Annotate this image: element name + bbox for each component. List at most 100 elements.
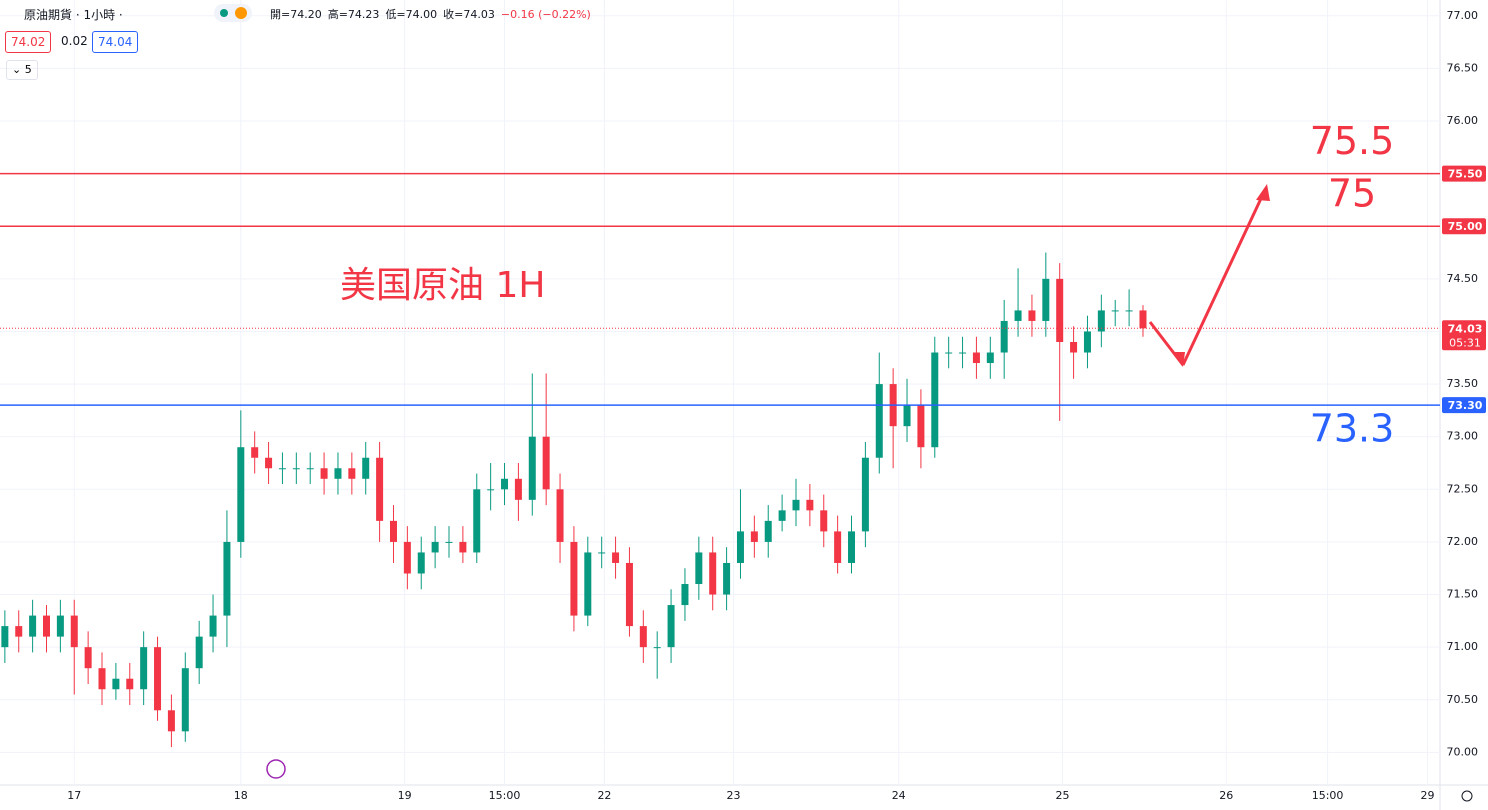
candle-body [612,552,620,563]
x-tick-label: 22 [597,789,611,802]
symbol-title[interactable]: 原油期貨 · 1小時 · [24,8,123,22]
candle-body [723,562,731,595]
candle-body [778,510,786,521]
candle-body [445,541,453,543]
candle-body [195,636,203,669]
candle-body [917,405,925,448]
candle-body [334,468,342,479]
candle-body [403,541,411,574]
candle-body [292,468,300,470]
bid-price[interactable]: 74.02 [5,31,52,53]
candle-body [736,531,744,563]
x-tick-label: 19 [398,789,412,802]
x-tick-label: 15:00 [1312,789,1344,802]
candle-body [1,626,9,648]
y-tick-label: 72.50 [1447,482,1479,495]
candle-body [625,562,633,627]
candle-body [1097,310,1105,332]
candle-body [126,678,134,690]
candle-body [1014,310,1022,321]
candle-body [265,457,273,469]
candle-body [1028,310,1036,321]
candle-body [681,584,689,606]
x-tick-label: 25 [1055,789,1069,802]
candle-body [1083,331,1091,353]
candle-body [278,468,286,470]
candle-body [861,457,869,532]
candle-body [806,499,814,511]
y-tick-label: 77.00 [1447,9,1479,22]
candle-body [945,352,953,354]
candle-body [42,615,50,637]
y-tick-label: 72.00 [1447,535,1479,548]
status-icons [214,4,252,22]
info-item: 低=74.00 [385,8,438,21]
info-item: 高=74.23 [327,8,380,21]
candle-body [639,626,647,648]
candle-body [750,531,758,542]
candle-body [167,710,175,732]
candle-body [1000,320,1008,353]
y-tick-label: 71.50 [1447,588,1479,601]
candle-body [834,531,842,563]
last-price-bg [1442,320,1486,351]
candle-body [848,531,856,563]
level-note: 75.5 [1310,119,1395,163]
level-note: 73.3 [1310,407,1395,451]
candle-body [542,436,550,490]
ask-price[interactable]: 74.04 [92,31,139,53]
candle-body [528,436,536,500]
annotation: 美国原油 1H [340,265,546,306]
price-label-bg [1442,397,1486,414]
candle-body [653,647,661,649]
candle-body [70,615,78,648]
info-item: −0.16 (−0.22%) [500,8,591,21]
candle-body [903,405,911,427]
candle-body [584,552,592,616]
candle-body [667,605,675,648]
candle-body [348,468,356,479]
candle-body [154,647,162,711]
info-item: 開=74.20 [270,8,322,21]
candle-body [487,489,495,491]
candle-body [1042,278,1050,321]
candle-body [875,384,883,458]
candle-body [1139,310,1147,329]
price-label: 73.30 [1448,399,1483,412]
candle-body [376,457,384,521]
y-tick-label: 73.00 [1447,430,1479,443]
candle-body [459,541,467,553]
x-tick-label: 23 [727,789,741,802]
x-tick-label: 29 [1421,789,1435,802]
candle-body [320,468,328,479]
candle-body [1070,341,1078,353]
last-price-label: 74.03 [1448,322,1483,335]
candle-body [501,478,509,490]
candle-body [223,541,231,616]
y-tick-label: 70.50 [1447,693,1479,706]
candle-body [570,541,578,616]
info-item: 收=74.03 [443,8,495,21]
candle-body [1056,278,1064,342]
x-tick-label: 18 [234,789,248,802]
indicator-count: 5 [24,63,32,76]
candle-body [362,457,370,479]
y-tick-label: 76.00 [1447,114,1479,127]
price-label: 75.50 [1448,168,1483,181]
indicators-toggle[interactable]: ⌄ 5 [6,60,38,80]
candle-body [140,647,148,690]
ohlc-info: 開=74.20 高=74.23 低=74.00 收=74.03 −0.16 (−0.22… [270,6,597,22]
event-icon [266,759,286,779]
candle-body [764,520,772,542]
y-tick-label: 74.50 [1447,272,1479,285]
candle-body [695,552,703,585]
price-label-bg [1442,218,1486,235]
candle-body [237,447,245,542]
y-tick-label: 70.00 [1447,745,1479,758]
candle-body [986,352,994,364]
price-label-bg [1442,165,1486,182]
candle-body [84,647,92,669]
candle-body [473,489,481,553]
